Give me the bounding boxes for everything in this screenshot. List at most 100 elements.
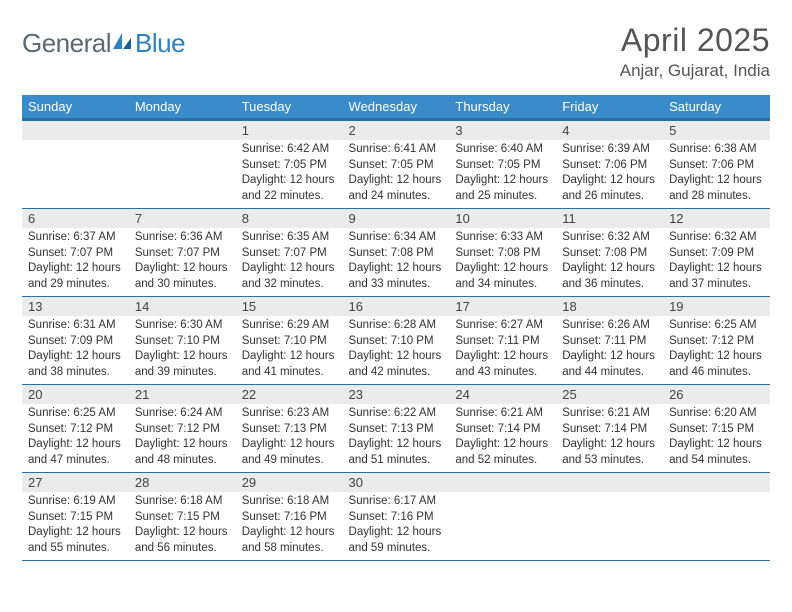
- calendar-cell: 15Sunrise: 6:29 AMSunset: 7:10 PMDayligh…: [236, 296, 343, 384]
- day-details: Sunrise: 6:31 AMSunset: 7:09 PMDaylight:…: [22, 316, 129, 384]
- calendar-cell: 5Sunrise: 6:38 AMSunset: 7:06 PMDaylight…: [663, 119, 770, 208]
- weekday-header: Saturday: [663, 95, 770, 119]
- day-number: 23: [343, 384, 450, 404]
- day-details: Sunrise: 6:32 AMSunset: 7:09 PMDaylight:…: [663, 228, 770, 296]
- day-number: 14: [129, 296, 236, 316]
- day-details: Sunrise: 6:40 AMSunset: 7:05 PMDaylight:…: [449, 140, 556, 208]
- day-number: 15: [236, 296, 343, 316]
- day-number: 1: [236, 120, 343, 140]
- day-details: Sunrise: 6:28 AMSunset: 7:10 PMDaylight:…: [343, 316, 450, 384]
- day-details: Sunrise: 6:30 AMSunset: 7:10 PMDaylight:…: [129, 316, 236, 384]
- day-number: 7: [129, 208, 236, 228]
- logo: General Blue: [22, 28, 185, 59]
- calendar-cell: [556, 472, 663, 561]
- day-number: 26: [663, 384, 770, 404]
- calendar-table: SundayMondayTuesdayWednesdayThursdayFrid…: [22, 95, 770, 561]
- day-details: Sunrise: 6:42 AMSunset: 7:05 PMDaylight:…: [236, 140, 343, 208]
- day-details: Sunrise: 6:25 AMSunset: 7:12 PMDaylight:…: [663, 316, 770, 384]
- day-details: Sunrise: 6:19 AMSunset: 7:15 PMDaylight:…: [22, 492, 129, 560]
- day-details: Sunrise: 6:21 AMSunset: 7:14 PMDaylight:…: [449, 404, 556, 472]
- calendar-cell: 12Sunrise: 6:32 AMSunset: 7:09 PMDayligh…: [663, 208, 770, 296]
- calendar-cell: 6Sunrise: 6:37 AMSunset: 7:07 PMDaylight…: [22, 208, 129, 296]
- day-number: 21: [129, 384, 236, 404]
- calendar-week: 20Sunrise: 6:25 AMSunset: 7:12 PMDayligh…: [22, 384, 770, 472]
- calendar-cell: 20Sunrise: 6:25 AMSunset: 7:12 PMDayligh…: [22, 384, 129, 472]
- weekday-header: Sunday: [22, 95, 129, 119]
- day-details: Sunrise: 6:39 AMSunset: 7:06 PMDaylight:…: [556, 140, 663, 208]
- calendar-cell: 2Sunrise: 6:41 AMSunset: 7:05 PMDaylight…: [343, 119, 450, 208]
- day-details: Sunrise: 6:21 AMSunset: 7:14 PMDaylight:…: [556, 404, 663, 472]
- calendar-cell: [663, 472, 770, 561]
- calendar-cell: [449, 472, 556, 561]
- calendar-cell: 17Sunrise: 6:27 AMSunset: 7:11 PMDayligh…: [449, 296, 556, 384]
- day-number: 27: [22, 472, 129, 492]
- day-details: Sunrise: 6:24 AMSunset: 7:12 PMDaylight:…: [129, 404, 236, 472]
- calendar-cell: 3Sunrise: 6:40 AMSunset: 7:05 PMDaylight…: [449, 119, 556, 208]
- day-details: Sunrise: 6:34 AMSunset: 7:08 PMDaylight:…: [343, 228, 450, 296]
- calendar-cell: 23Sunrise: 6:22 AMSunset: 7:13 PMDayligh…: [343, 384, 450, 472]
- calendar-cell: 16Sunrise: 6:28 AMSunset: 7:10 PMDayligh…: [343, 296, 450, 384]
- day-details: Sunrise: 6:26 AMSunset: 7:11 PMDaylight:…: [556, 316, 663, 384]
- day-details: Sunrise: 6:32 AMSunset: 7:08 PMDaylight:…: [556, 228, 663, 296]
- day-details: Sunrise: 6:25 AMSunset: 7:12 PMDaylight:…: [22, 404, 129, 472]
- calendar-cell: 8Sunrise: 6:35 AMSunset: 7:07 PMDaylight…: [236, 208, 343, 296]
- calendar-cell: 24Sunrise: 6:21 AMSunset: 7:14 PMDayligh…: [449, 384, 556, 472]
- calendar-cell: 14Sunrise: 6:30 AMSunset: 7:10 PMDayligh…: [129, 296, 236, 384]
- calendar-cell: 7Sunrise: 6:36 AMSunset: 7:07 PMDaylight…: [129, 208, 236, 296]
- day-number: 11: [556, 208, 663, 228]
- day-details: Sunrise: 6:38 AMSunset: 7:06 PMDaylight:…: [663, 140, 770, 208]
- calendar-cell: 19Sunrise: 6:25 AMSunset: 7:12 PMDayligh…: [663, 296, 770, 384]
- day-details: Sunrise: 6:17 AMSunset: 7:16 PMDaylight:…: [343, 492, 450, 560]
- calendar-week: 1Sunrise: 6:42 AMSunset: 7:05 PMDaylight…: [22, 119, 770, 208]
- calendar-cell: 28Sunrise: 6:18 AMSunset: 7:15 PMDayligh…: [129, 472, 236, 561]
- day-details: Sunrise: 6:37 AMSunset: 7:07 PMDaylight:…: [22, 228, 129, 296]
- calendar-cell: 22Sunrise: 6:23 AMSunset: 7:13 PMDayligh…: [236, 384, 343, 472]
- day-details: Sunrise: 6:23 AMSunset: 7:13 PMDaylight:…: [236, 404, 343, 472]
- calendar-week: 13Sunrise: 6:31 AMSunset: 7:09 PMDayligh…: [22, 296, 770, 384]
- day-number: 13: [22, 296, 129, 316]
- day-number: 22: [236, 384, 343, 404]
- day-number: 12: [663, 208, 770, 228]
- day-details: Sunrise: 6:18 AMSunset: 7:16 PMDaylight:…: [236, 492, 343, 560]
- calendar-cell: [22, 119, 129, 208]
- day-number-empty: [129, 120, 236, 140]
- day-details: Sunrise: 6:33 AMSunset: 7:08 PMDaylight:…: [449, 228, 556, 296]
- calendar-cell: 10Sunrise: 6:33 AMSunset: 7:08 PMDayligh…: [449, 208, 556, 296]
- day-number-empty: [449, 472, 556, 492]
- calendar-cell: 25Sunrise: 6:21 AMSunset: 7:14 PMDayligh…: [556, 384, 663, 472]
- calendar-cell: 26Sunrise: 6:20 AMSunset: 7:15 PMDayligh…: [663, 384, 770, 472]
- day-number: 3: [449, 120, 556, 140]
- logo-sail-icon: [111, 31, 133, 56]
- day-number: 28: [129, 472, 236, 492]
- calendar-cell: 27Sunrise: 6:19 AMSunset: 7:15 PMDayligh…: [22, 472, 129, 561]
- calendar-cell: 9Sunrise: 6:34 AMSunset: 7:08 PMDaylight…: [343, 208, 450, 296]
- day-number: 10: [449, 208, 556, 228]
- weekday-header: Friday: [556, 95, 663, 119]
- day-details: Sunrise: 6:27 AMSunset: 7:11 PMDaylight:…: [449, 316, 556, 384]
- day-number: 4: [556, 120, 663, 140]
- day-number: 30: [343, 472, 450, 492]
- weekday-header: Tuesday: [236, 95, 343, 119]
- day-number: 8: [236, 208, 343, 228]
- logo-general: General: [22, 28, 111, 59]
- day-number: 20: [22, 384, 129, 404]
- calendar-cell: 21Sunrise: 6:24 AMSunset: 7:12 PMDayligh…: [129, 384, 236, 472]
- calendar-cell: 4Sunrise: 6:39 AMSunset: 7:06 PMDaylight…: [556, 119, 663, 208]
- day-number: 2: [343, 120, 450, 140]
- day-number: 24: [449, 384, 556, 404]
- month-title: April 2025: [620, 22, 770, 59]
- weekday-header: Monday: [129, 95, 236, 119]
- header: General Blue April 2025 Anjar, Gujarat, …: [22, 22, 770, 81]
- calendar-cell: 18Sunrise: 6:26 AMSunset: 7:11 PMDayligh…: [556, 296, 663, 384]
- day-details: Sunrise: 6:36 AMSunset: 7:07 PMDaylight:…: [129, 228, 236, 296]
- day-details: Sunrise: 6:20 AMSunset: 7:15 PMDaylight:…: [663, 404, 770, 472]
- calendar-cell: 29Sunrise: 6:18 AMSunset: 7:16 PMDayligh…: [236, 472, 343, 561]
- day-number-empty: [556, 472, 663, 492]
- location: Anjar, Gujarat, India: [620, 61, 770, 81]
- day-number: 17: [449, 296, 556, 316]
- day-number-empty: [663, 472, 770, 492]
- day-number: 16: [343, 296, 450, 316]
- day-details: Sunrise: 6:29 AMSunset: 7:10 PMDaylight:…: [236, 316, 343, 384]
- day-details: Sunrise: 6:35 AMSunset: 7:07 PMDaylight:…: [236, 228, 343, 296]
- weekday-header-row: SundayMondayTuesdayWednesdayThursdayFrid…: [22, 95, 770, 119]
